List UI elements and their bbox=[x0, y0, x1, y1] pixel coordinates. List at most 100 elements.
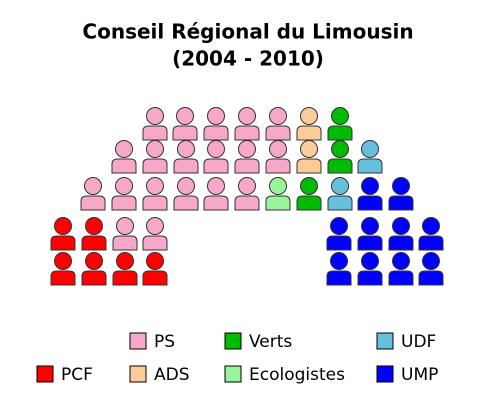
seat-head bbox=[84, 177, 102, 195]
seat-head bbox=[361, 252, 379, 270]
seat-body bbox=[50, 270, 76, 286]
legend-swatch bbox=[129, 332, 147, 350]
seat-body bbox=[234, 195, 260, 211]
seat-body bbox=[326, 270, 352, 286]
seat bbox=[142, 217, 168, 251]
seat bbox=[418, 252, 444, 286]
seat-head bbox=[238, 140, 256, 158]
seat-body bbox=[142, 270, 168, 286]
seat-head bbox=[207, 177, 225, 195]
seat-body bbox=[172, 125, 198, 141]
seat-body bbox=[418, 235, 444, 251]
seat-body bbox=[203, 195, 229, 211]
seat-body bbox=[327, 195, 353, 211]
seat-head bbox=[238, 107, 256, 125]
seat-body bbox=[388, 195, 414, 211]
seat-head bbox=[115, 177, 133, 195]
seat-body bbox=[173, 195, 199, 211]
seat-head bbox=[331, 107, 349, 125]
legend-swatch bbox=[36, 365, 54, 383]
seat-head bbox=[146, 252, 164, 270]
seat bbox=[296, 140, 322, 174]
seat-body bbox=[296, 158, 322, 174]
seat bbox=[326, 252, 352, 286]
seat-head bbox=[116, 217, 134, 235]
seat bbox=[326, 217, 352, 251]
seat-head bbox=[207, 107, 225, 125]
seat bbox=[142, 107, 168, 141]
chart-subtitle: (2004 - 2010) bbox=[172, 47, 324, 71]
legend-label: Verts bbox=[249, 332, 292, 352]
seat-head bbox=[300, 177, 318, 195]
legend-label: ADS bbox=[154, 365, 190, 385]
seat-head bbox=[146, 140, 164, 158]
seat bbox=[357, 217, 383, 251]
seat-head bbox=[177, 140, 195, 158]
seat bbox=[388, 252, 414, 286]
seat-head bbox=[392, 177, 410, 195]
legend-swatch bbox=[224, 365, 242, 383]
seat bbox=[388, 177, 414, 211]
seat-head bbox=[392, 217, 410, 235]
seat bbox=[80, 177, 106, 211]
legend-label: Ecologistes bbox=[249, 365, 345, 385]
seat bbox=[388, 217, 414, 251]
seat-head bbox=[85, 217, 103, 235]
seat-head bbox=[331, 177, 349, 195]
seat-body bbox=[327, 158, 353, 174]
seat-body bbox=[357, 158, 383, 174]
seat-body bbox=[357, 195, 383, 211]
seat-head bbox=[269, 107, 287, 125]
seat-head bbox=[361, 177, 379, 195]
seat bbox=[203, 140, 229, 174]
seat bbox=[234, 177, 260, 211]
seat-body bbox=[81, 270, 107, 286]
seat-body bbox=[50, 235, 76, 251]
seat-body bbox=[112, 270, 138, 286]
legend-label: PCF bbox=[61, 365, 93, 385]
seat bbox=[327, 177, 353, 211]
seat-body bbox=[357, 270, 383, 286]
seat-body bbox=[112, 235, 138, 251]
seat-body bbox=[111, 158, 137, 174]
seat bbox=[50, 217, 76, 251]
legend-swatch bbox=[376, 332, 394, 350]
seat-body bbox=[81, 235, 107, 251]
seat-head bbox=[146, 217, 164, 235]
seat-body bbox=[142, 195, 168, 211]
seat-head bbox=[330, 217, 348, 235]
seat-body bbox=[173, 158, 199, 174]
seat bbox=[172, 107, 198, 141]
seat bbox=[203, 177, 229, 211]
chart-title: Conseil Régional du Limousin bbox=[82, 20, 413, 44]
seat-head bbox=[330, 252, 348, 270]
seat bbox=[50, 252, 76, 286]
seat bbox=[111, 177, 137, 211]
seat bbox=[265, 107, 291, 141]
legend-swatch bbox=[224, 332, 242, 350]
seat-head bbox=[116, 252, 134, 270]
seat bbox=[112, 252, 138, 286]
seat bbox=[296, 177, 322, 211]
seat bbox=[265, 177, 291, 211]
seat-body bbox=[111, 195, 137, 211]
seat bbox=[81, 217, 107, 251]
seat-head bbox=[269, 177, 287, 195]
seat bbox=[112, 217, 138, 251]
legend-label: UMP bbox=[401, 365, 438, 385]
seat-body bbox=[327, 125, 353, 141]
seat bbox=[296, 107, 322, 141]
legend-label: UDF bbox=[401, 332, 436, 352]
seat-head bbox=[54, 217, 72, 235]
seat bbox=[418, 217, 444, 251]
seat-head bbox=[361, 140, 379, 158]
seat-head bbox=[177, 177, 195, 195]
seat bbox=[357, 140, 383, 174]
seat-body bbox=[234, 158, 260, 174]
seat-head bbox=[300, 107, 318, 125]
seat bbox=[357, 252, 383, 286]
seat bbox=[173, 140, 199, 174]
seat-body bbox=[388, 235, 414, 251]
seat-head bbox=[331, 140, 349, 158]
